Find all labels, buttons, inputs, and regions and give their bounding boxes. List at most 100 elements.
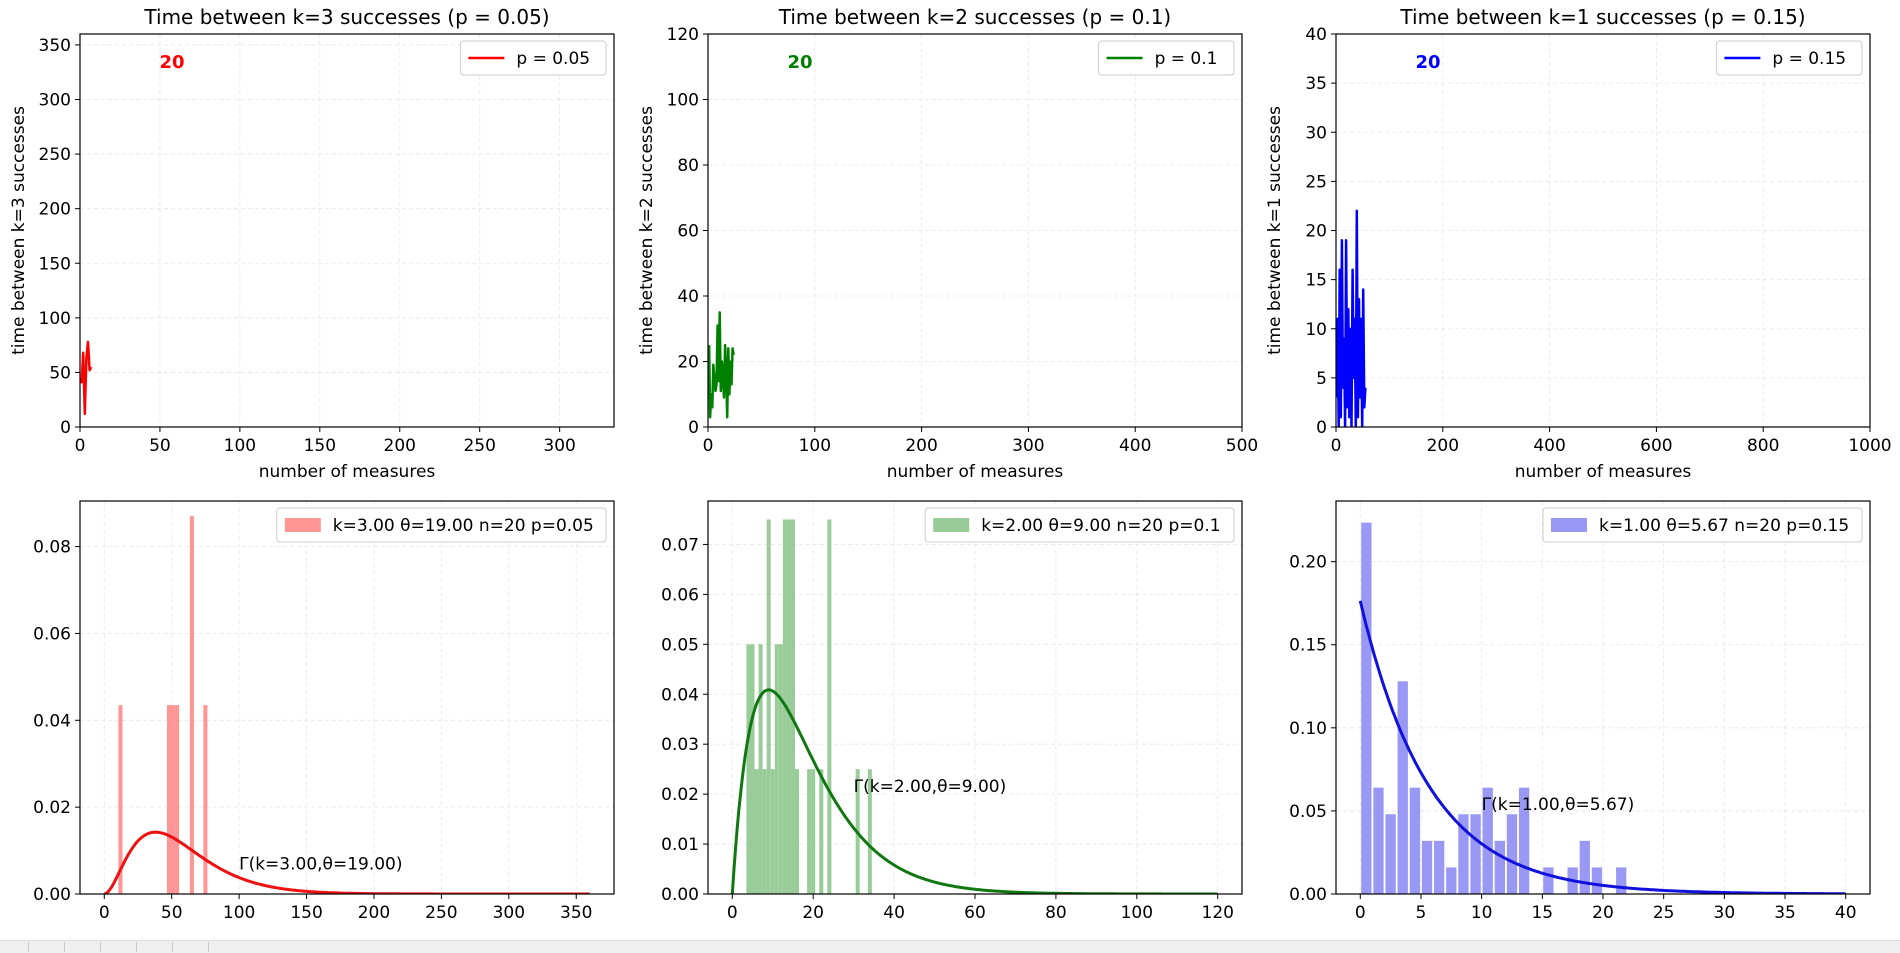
- y-tick-label: 0: [60, 418, 71, 438]
- x-tick-label: 150: [290, 903, 322, 923]
- legend-label: k=2.00 θ=9.00 n=20 p=0.1: [981, 516, 1220, 536]
- y-tick-label: 0.01: [661, 835, 699, 855]
- legend-box: [459, 40, 607, 76]
- x-tick-label: 50: [149, 436, 171, 456]
- legend-label: k=1.00 θ=5.67 n=20 p=0.15: [1599, 516, 1849, 536]
- toolbar-button-2[interactable]: [64, 942, 101, 952]
- y-tick-label: 50: [49, 363, 71, 383]
- x-tick-label: 600: [1640, 436, 1672, 456]
- x-tick-label: 200: [905, 436, 937, 456]
- histogram-bar: [1518, 787, 1530, 894]
- histogram-bar: [770, 769, 775, 894]
- x-tick-label: 300: [1012, 436, 1044, 456]
- y-tick-label: 0: [688, 418, 699, 438]
- y-tick-label: 0.06: [661, 585, 699, 605]
- y-tick-label: 20: [677, 353, 699, 373]
- y-tick-label: 40: [677, 287, 699, 307]
- histogram-bar: [118, 705, 123, 894]
- y-tick-label: 25: [1305, 172, 1327, 192]
- x-tick-label: 0: [727, 903, 738, 923]
- y-tick-label: 0: [1316, 418, 1327, 438]
- curve-label: Γ(k=2.00,θ=9.00): [854, 777, 1007, 797]
- histogram-bar: [203, 705, 208, 894]
- x-tick-label: 0: [703, 436, 714, 456]
- y-tick-label: 200: [39, 200, 71, 220]
- x-tick-label: 0: [99, 903, 110, 923]
- legend-box: [924, 507, 1235, 543]
- chart-panel-6: Γ(k=1.00,θ=5.67) 0 5 10 15 20 25 30 35 40 0.00 0.05…: [1289, 500, 1871, 923]
- y-tick-label: 40: [1305, 25, 1327, 45]
- histogram-bar: [766, 519, 771, 894]
- toolbar-button-4[interactable]: [136, 942, 173, 952]
- histogram-bar: [794, 769, 800, 894]
- histogram-bar: [1482, 787, 1493, 894]
- y-tick-label: 0.20: [1289, 553, 1327, 573]
- x-tick-label: 0: [1331, 436, 1342, 456]
- x-tick-label: 0: [75, 436, 86, 456]
- x-tick-label: 350: [560, 903, 592, 923]
- x-tick-label: 5: [1416, 903, 1427, 923]
- y-tick-label: 0.00: [1289, 885, 1327, 905]
- y-tick-label: 30: [1305, 123, 1327, 143]
- histogram-bar: [175, 705, 180, 894]
- x-tick-label: 20: [1592, 903, 1614, 923]
- x-tick-label: 50: [161, 903, 183, 923]
- y-tick-label: 0.05: [661, 635, 699, 655]
- count-annotation: 20: [159, 52, 184, 73]
- legend-label: k=3.00 θ=19.00 n=20 p=0.05: [333, 516, 594, 536]
- histogram-bar: [1616, 867, 1627, 894]
- x-tick-label: 800: [1747, 436, 1779, 456]
- toolbar-button-3[interactable]: [100, 942, 137, 952]
- data-layer: [80, 340, 93, 416]
- y-tick-label: 100: [667, 91, 699, 111]
- toolbar-button-6[interactable]: [208, 942, 245, 952]
- histogram-bar: [754, 769, 759, 894]
- y-tick-label: 0.15: [1289, 636, 1327, 656]
- x-axis-label: number of measures: [1515, 462, 1692, 482]
- data-layer: [1336, 209, 1367, 427]
- y-tick-label: 0.02: [661, 785, 699, 805]
- histogram-bar: [867, 769, 872, 894]
- histogram-bar: [1361, 522, 1372, 894]
- y-tick-label: 150: [39, 254, 71, 274]
- data-layer: [708, 311, 735, 419]
- legend-swatch: [933, 518, 970, 532]
- count-annotation: 20: [1415, 52, 1440, 73]
- histogram-bar: [750, 644, 755, 894]
- axes-frame: [79, 33, 615, 428]
- y-tick-label: 0.06: [33, 624, 71, 644]
- curve-label: Γ(k=3.00,θ=19.00): [239, 855, 402, 875]
- histogram-bar: [1591, 867, 1603, 894]
- histogram-bar: [1385, 814, 1396, 894]
- legend-box: [1715, 40, 1863, 76]
- histogram-bar: [790, 519, 795, 894]
- histogram-bar: [819, 769, 824, 894]
- y-tick-label: 0.00: [661, 885, 699, 905]
- legend-label: p = 0.1: [1155, 49, 1218, 69]
- x-tick-label: 40: [1835, 903, 1857, 923]
- y-tick-label: 20: [1305, 222, 1327, 242]
- toolbar-button-5[interactable]: [172, 942, 209, 952]
- y-tick-label: 35: [1305, 74, 1327, 94]
- series-line: [1336, 209, 1367, 427]
- y-axis-label: time between k=3 successes: [9, 106, 29, 355]
- x-tick-label: 250: [425, 903, 457, 923]
- x-tick-label: 200: [1427, 436, 1459, 456]
- y-tick-label: 15: [1305, 271, 1327, 291]
- toolbar-button-1[interactable]: [28, 942, 65, 952]
- x-tick-label: 300: [543, 436, 575, 456]
- histogram-bar: [1579, 840, 1590, 894]
- histogram-bar: [811, 769, 816, 894]
- x-tick-label: 1000: [1848, 436, 1891, 456]
- x-axis-label: number of measures: [887, 462, 1064, 482]
- x-tick-label: 30: [1714, 903, 1736, 923]
- histogram-bar: [1434, 840, 1445, 894]
- histogram-bar: [1373, 787, 1384, 894]
- gamma-curve: [1358, 600, 1846, 894]
- histogram-bar: [166, 705, 172, 894]
- histogram-bar: [786, 519, 791, 894]
- y-axis-label: time between k=1 successes: [1265, 106, 1285, 355]
- curve-label: Γ(k=1.00,θ=5.67): [1482, 795, 1635, 815]
- y-tick-label: 0.02: [33, 798, 71, 818]
- y-tick-label: 5: [1316, 369, 1327, 389]
